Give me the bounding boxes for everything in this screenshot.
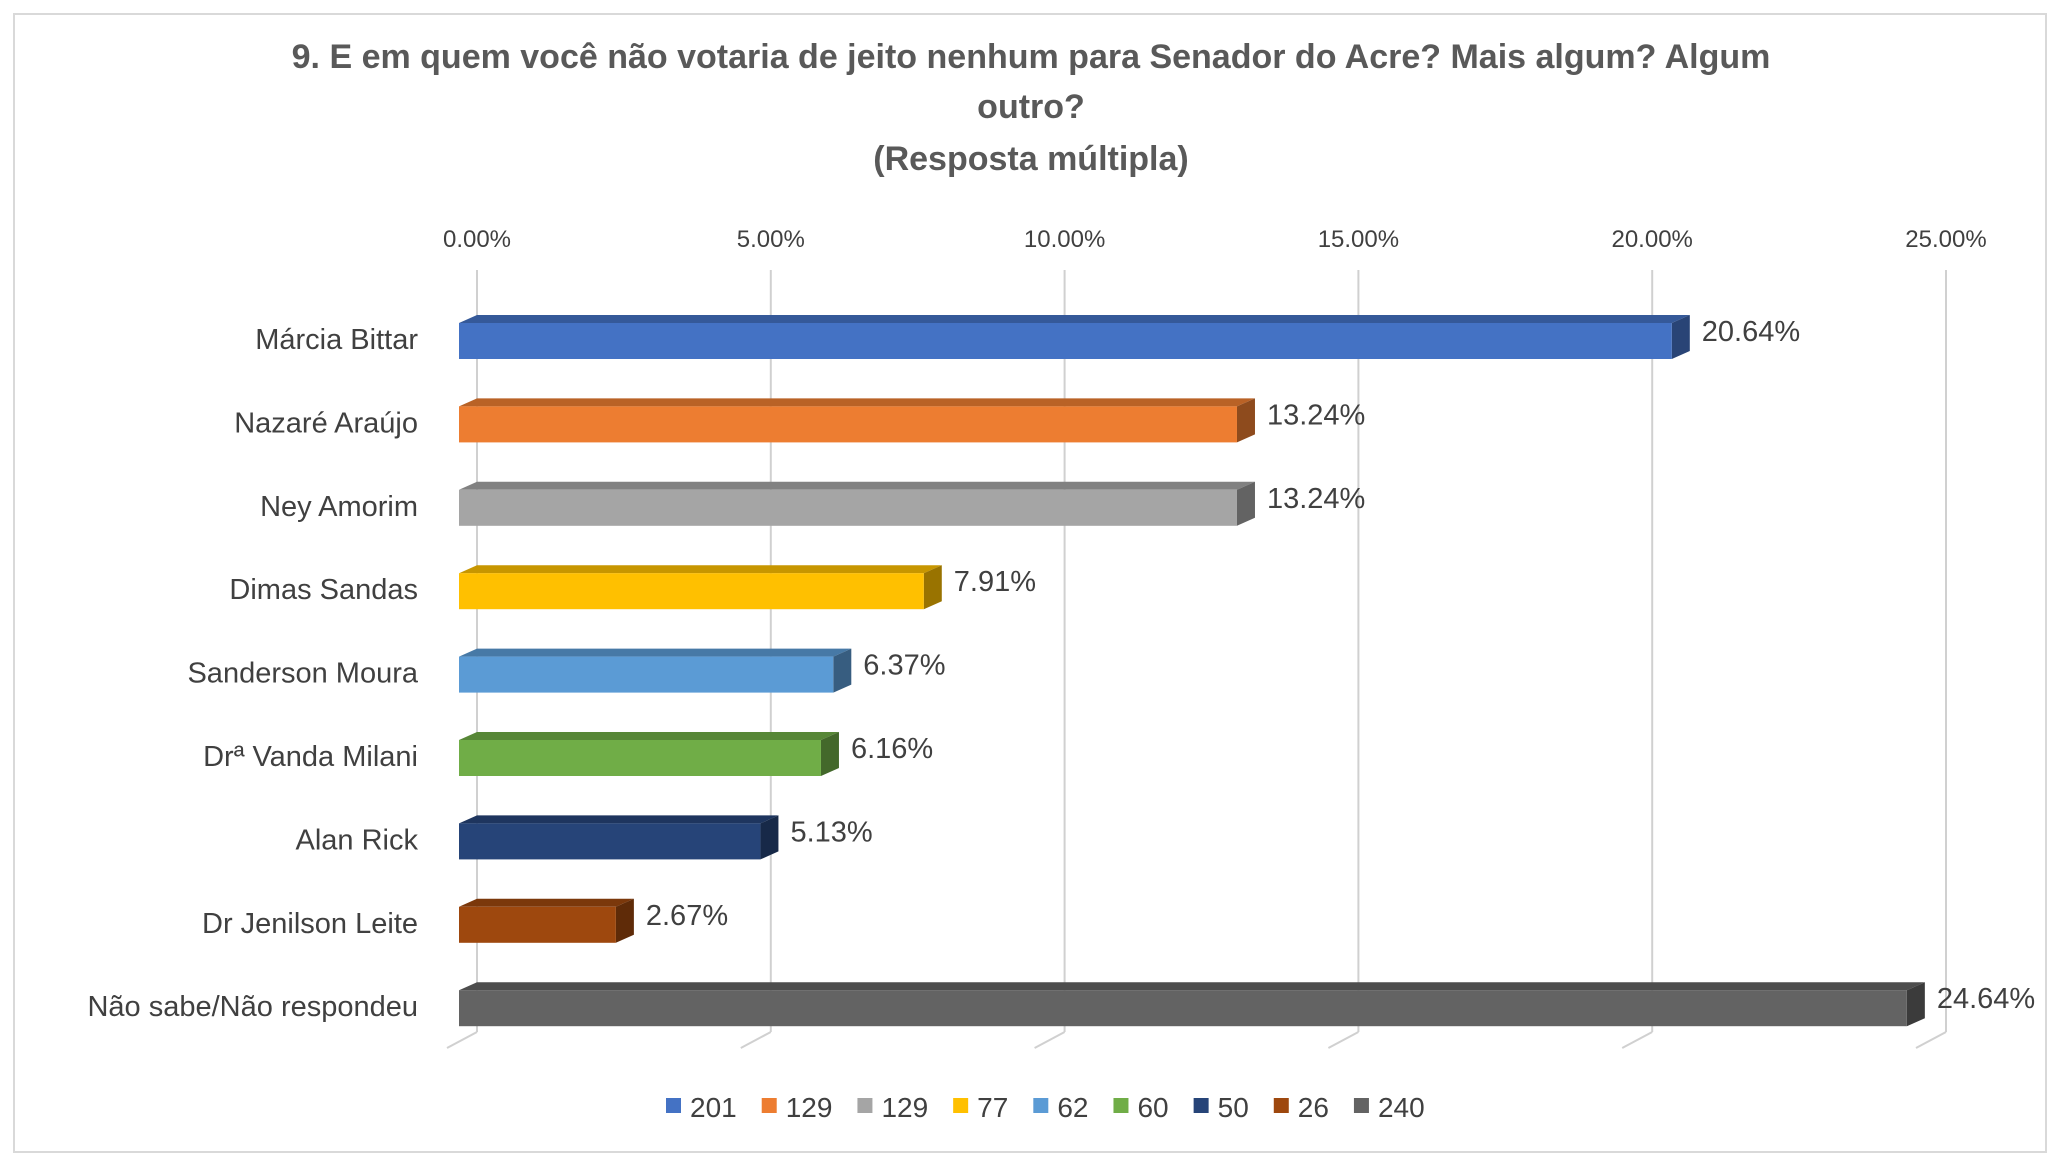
- legend-label: 201: [690, 1092, 737, 1123]
- legend-swatch: [1273, 1098, 1289, 1113]
- bar-top-face: [459, 565, 942, 574]
- legend-label: 129: [881, 1092, 928, 1123]
- floor-gridline: [1915, 1031, 1947, 1049]
- bar-side-face: [760, 815, 779, 860]
- bar-top-face: [459, 815, 779, 824]
- bar: [459, 823, 761, 860]
- legend-label: 26: [1298, 1092, 1329, 1123]
- legend-swatch: [953, 1098, 969, 1113]
- bar-side-face: [615, 898, 634, 943]
- data-label: 7.91%: [954, 566, 1036, 598]
- bar-side-face: [1236, 481, 1255, 526]
- bar-side-face: [1906, 982, 1925, 1027]
- chart-title-line-3: (Resposta múltipla): [873, 140, 1189, 178]
- bar-top-face: [459, 398, 1255, 407]
- floor-gridline: [1621, 1031, 1653, 1049]
- chart-title-line-1: 9. E em quem você não votaria de jeito n…: [291, 38, 1771, 76]
- x-tick-label: 15.00%: [1318, 226, 1399, 253]
- category-label: Drª Vanda Milani: [203, 741, 418, 773]
- legend-swatch: [1193, 1098, 1209, 1113]
- legend-label: 50: [1218, 1092, 1249, 1123]
- bar: [459, 406, 1237, 443]
- x-tick-label: 0.00%: [443, 226, 511, 253]
- data-label: 13.24%: [1267, 483, 1365, 515]
- floor-gridline: [1327, 1031, 1359, 1049]
- legend-swatch: [761, 1098, 777, 1113]
- bar-top-face: [459, 982, 1925, 991]
- bar: [459, 656, 834, 693]
- category-label: Dr Jenilson Leite: [202, 908, 418, 940]
- legend-swatch: [1033, 1098, 1049, 1113]
- legend-label: 62: [1057, 1092, 1088, 1123]
- bar-top-face: [459, 648, 852, 657]
- category-label: Márcia Bittar: [255, 324, 418, 356]
- bar: [459, 489, 1237, 526]
- bar-side-face: [923, 565, 942, 610]
- bar: [459, 740, 821, 776]
- category-label: Sanderson Moura: [187, 658, 418, 690]
- chart-title-line-2: outro?: [977, 88, 1085, 126]
- x-tick-label: 20.00%: [1611, 226, 1692, 253]
- data-label: 24.64%: [1937, 983, 2035, 1015]
- legend-swatch: [1113, 1098, 1129, 1113]
- bar-side-face: [833, 648, 852, 693]
- bar-side-face: [820, 732, 839, 776]
- floor-gridline: [740, 1031, 772, 1049]
- bar: [459, 990, 1907, 1027]
- x-tick-label: 10.00%: [1024, 226, 1105, 253]
- category-label: Ney Amorim: [260, 491, 418, 523]
- category-label: Não sabe/Não respondeu: [87, 991, 418, 1023]
- legend-swatch: [666, 1098, 681, 1113]
- x-tick-label: 25.00%: [1905, 226, 1986, 253]
- category-label: Dimas Sandas: [229, 574, 418, 606]
- data-label: 5.13%: [790, 816, 872, 848]
- bar-top-face: [459, 315, 1690, 323]
- chart-frame: [13, 13, 2047, 1153]
- category-label: Alan Rick: [296, 824, 419, 856]
- data-label: 20.64%: [1702, 316, 1800, 348]
- bar-side-face: [1236, 398, 1255, 443]
- bar: [459, 573, 924, 610]
- data-label: 6.37%: [863, 650, 945, 682]
- data-label: 2.67%: [646, 900, 728, 932]
- floor-gridline: [1034, 1031, 1066, 1049]
- bar-side-face: [1671, 315, 1690, 359]
- legend-label: 240: [1378, 1092, 1425, 1123]
- legend-label: 77: [977, 1092, 1008, 1123]
- legend-swatch: [1353, 1098, 1369, 1113]
- bar-top-face: [459, 732, 839, 740]
- legend-swatch: [857, 1098, 873, 1113]
- x-tick-label: 5.00%: [737, 226, 805, 253]
- floor-gridline: [446, 1031, 478, 1049]
- data-label: 6.16%: [851, 733, 933, 765]
- data-label: 13.24%: [1267, 399, 1365, 431]
- bar: [459, 323, 1672, 359]
- category-label: Nazaré Araújo: [234, 407, 418, 439]
- bar-top-face: [459, 898, 634, 907]
- legend-label: 129: [786, 1092, 833, 1123]
- bar: [459, 906, 616, 943]
- legend-label: 60: [1137, 1092, 1168, 1123]
- bar-top-face: [459, 481, 1255, 490]
